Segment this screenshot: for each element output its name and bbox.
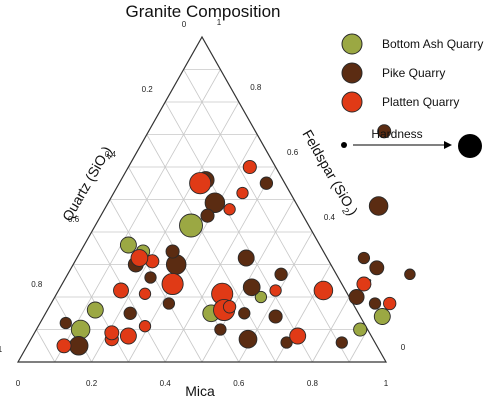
legend-label: Platten Quarry (382, 95, 459, 109)
data-point-platten-quarry (242, 159, 257, 175)
data-point-platten-quarry (130, 249, 149, 267)
tick-label-quartz: 0 (182, 20, 187, 29)
data-point-pike-quarry (200, 208, 215, 223)
legend-marker (341, 33, 363, 55)
data-point-bottom-ash-quarry (353, 322, 368, 337)
tick-label-mica: 0.4 (160, 379, 172, 388)
grid-line (91, 231, 166, 363)
data-point-platten-quarry (113, 282, 129, 299)
grid-line (109, 199, 203, 363)
data-point-pike-quarry (368, 297, 382, 310)
tick-label-mica: 0 (16, 379, 21, 388)
data-point-platten-quarry (222, 300, 237, 314)
data-point-bottom-ash-quarry (373, 308, 391, 325)
data-point-pike-quarry (335, 336, 348, 349)
data-point-pike-quarry (68, 336, 89, 356)
data-point-bottom-ash-quarry (254, 290, 268, 304)
tick-label-feldspar: 0.4 (324, 213, 336, 222)
data-point-bottom-ash-quarry (70, 319, 91, 340)
data-point-platten-quarry (223, 203, 236, 216)
tick-label-feldspar: 1 (217, 18, 222, 27)
data-point-platten-quarry (289, 327, 307, 345)
hardness-label: Hardness (371, 127, 422, 141)
data-point-bottom-ash-quarry (179, 213, 203, 238)
data-point-pike-quarry (237, 249, 255, 267)
data-point-platten-quarry (56, 338, 72, 354)
tick-label-mica: 0.6 (233, 379, 245, 388)
tick-label-quartz: 1 (0, 345, 3, 354)
legend-marker (341, 91, 363, 113)
axis-label-feldspar: Feldspar (SiO2) (297, 127, 361, 220)
data-point-platten-quarry (189, 172, 212, 195)
data-point-platten-quarry (313, 280, 334, 301)
hardness-small-marker (341, 142, 347, 148)
data-point-platten-quarry (161, 272, 184, 296)
grid-line (183, 69, 350, 363)
data-point-pike-quarry (165, 244, 180, 259)
grid-line (36, 329, 56, 363)
data-point-platten-quarry (383, 296, 397, 311)
data-point-pike-quarry (357, 251, 371, 265)
data-point-platten-quarry (236, 186, 249, 200)
data-point-pike-quarry (123, 306, 137, 320)
tick-label-feldspar: 0 (401, 343, 406, 352)
tick-label-mica: 0.8 (307, 379, 319, 388)
legend-marker (341, 62, 363, 84)
hardness-large-marker (458, 134, 482, 158)
data-point-platten-quarry (138, 320, 152, 333)
legend: Bottom Ash Quarry Pike Quarry Platten Quar… (341, 33, 483, 113)
tick-label-quartz: 0.2 (142, 85, 154, 94)
axis-label-quartz: Quartz (SiO4) (59, 143, 117, 225)
tick-label-mica: 0.2 (86, 379, 98, 388)
data-point-platten-quarry (356, 276, 372, 292)
grid-line (54, 69, 221, 363)
data-point-pike-quarry (238, 307, 251, 320)
tick-label-quartz: 0.6 (68, 215, 80, 224)
legend-label: Pike Quarry (382, 66, 445, 80)
tick-label-quartz: 0.4 (105, 150, 117, 159)
triangle-frame (16, 35, 388, 363)
data-point-pike-quarry (259, 176, 274, 190)
data-point-pike-quarry (274, 267, 288, 281)
data-point-bottom-ash-quarry (86, 301, 104, 319)
data-point-platten-quarry (104, 325, 120, 341)
data-point-pike-quarry (377, 124, 392, 139)
data-point-pike-quarry (238, 329, 258, 349)
data-point-platten-quarry (269, 284, 282, 297)
data-point-pike-quarry (144, 271, 157, 284)
data-point-pike-quarry (280, 336, 293, 349)
data-point-pike-quarry (162, 297, 176, 310)
hardness-size-legend: Hardness (341, 127, 482, 158)
data-point-pike-quarry (214, 323, 227, 336)
grid-line (312, 296, 350, 363)
chart-title: Granite Composition (126, 2, 281, 21)
data-point-pike-quarry (348, 289, 365, 305)
grid-line (146, 134, 276, 363)
data-point-bottom-ash-quarry (119, 236, 137, 254)
legend-label: Bottom Ash Quarry (382, 37, 483, 51)
data-point-platten-quarry (138, 287, 152, 300)
data-point-pike-quarry (242, 278, 261, 297)
tick-label-feldspar: 0.8 (250, 83, 262, 92)
data-point-platten-quarry (119, 327, 137, 345)
data-point-pike-quarry (368, 196, 389, 216)
axis-label-mica: Mica (185, 383, 215, 399)
data-points (56, 124, 416, 356)
tick-label-quartz: 0.8 (31, 280, 43, 289)
tick-label-feldspar: 0.6 (287, 148, 299, 157)
data-point-pike-quarry (404, 268, 416, 281)
data-point-pike-quarry (369, 260, 385, 276)
data-point-pike-quarry (204, 192, 226, 213)
hardness-arrow-head (444, 141, 452, 149)
data-point-pike-quarry (59, 316, 72, 330)
tick-label-mica: 1 (384, 379, 389, 388)
data-point-pike-quarry (268, 309, 283, 324)
